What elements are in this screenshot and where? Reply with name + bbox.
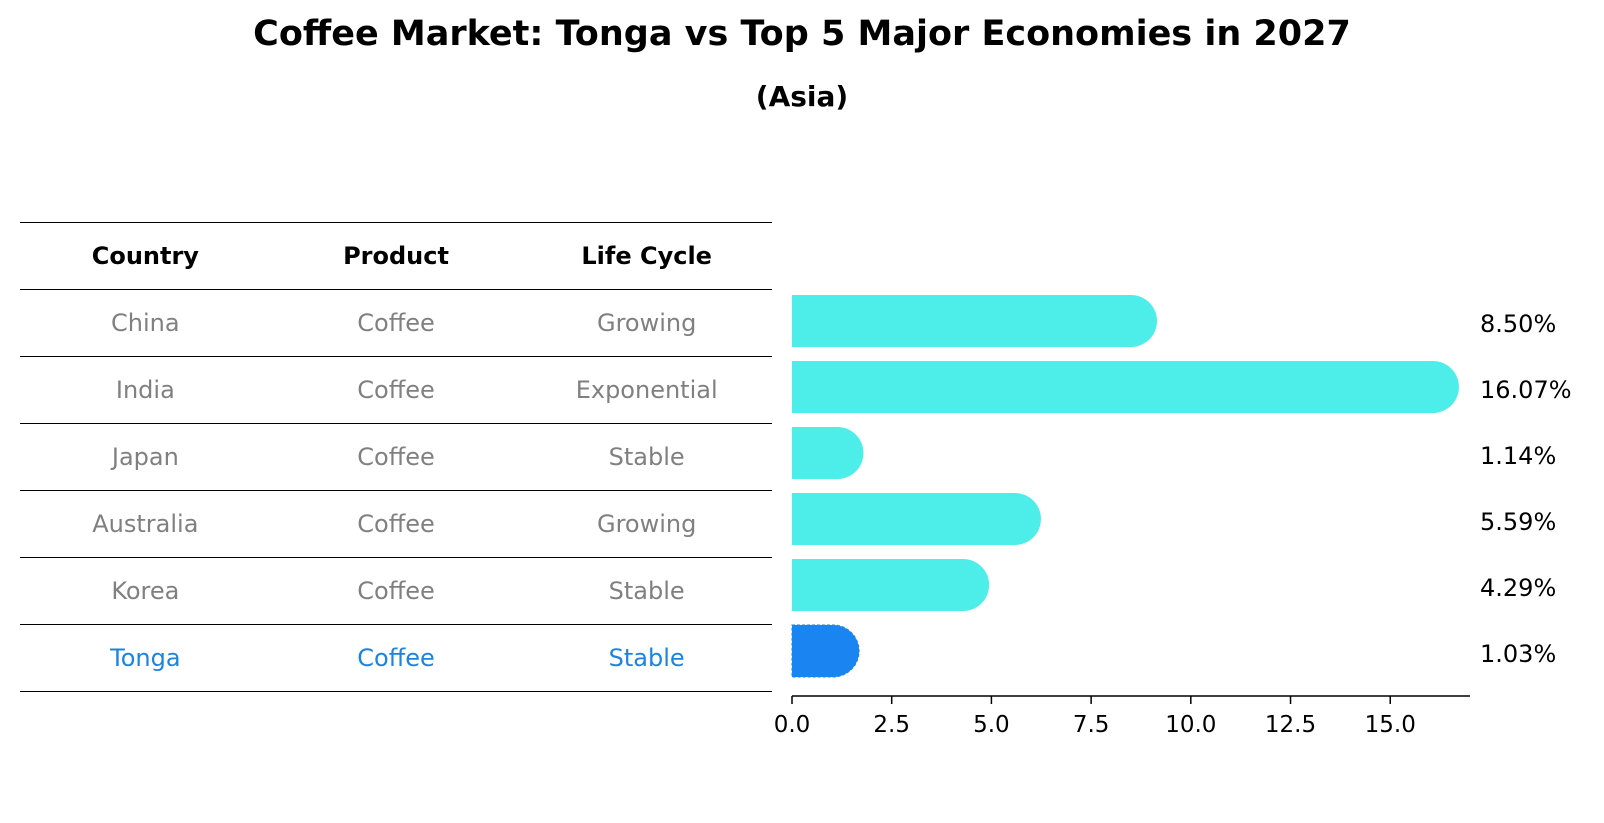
bar-japan: [792, 427, 864, 479]
cell-country: India: [115, 376, 175, 404]
x-tick-label: 0.0: [774, 712, 811, 738]
header-life-cycle: Life Cycle: [581, 242, 712, 270]
cell-life-cycle: Growing: [596, 309, 697, 337]
table-row: China Coffee Growing: [20, 290, 772, 357]
data-label: 16.07%: [1480, 376, 1572, 404]
bar-tonga: [791, 624, 860, 678]
x-tick-label: 12.5: [1265, 712, 1316, 738]
table-header-row: Country Product Life Cycle: [20, 222, 772, 290]
chart-subtitle: (Asia): [755, 80, 849, 113]
data-label: 1.14%: [1480, 442, 1556, 470]
cell-country: Japan: [111, 443, 179, 471]
x-tick-label: 7.5: [1073, 712, 1110, 738]
table-row: Australia Coffee Growing: [20, 491, 772, 558]
cell-life-cycle: Stable: [608, 577, 685, 605]
x-tick-label: 10.0: [1165, 712, 1216, 738]
table-row: Japan Coffee Stable: [20, 424, 772, 491]
bar-india: [792, 361, 1459, 413]
cell-life-cycle: Stable: [608, 644, 685, 672]
chart-title: Coffee Market: Tonga vs Top 5 Major Econ…: [253, 14, 1351, 54]
bar-korea: [792, 559, 990, 611]
table-row: Korea Coffee Stable: [20, 558, 772, 625]
x-tick-label: 2.5: [873, 712, 910, 738]
x-tick-label: 5.0: [973, 712, 1010, 738]
table-row-highlight: Tonga Coffee Stable: [20, 625, 772, 692]
cell-product: Coffee: [357, 443, 435, 471]
cell-country: Australia: [92, 510, 199, 538]
data-label: 5.59%: [1480, 508, 1556, 536]
cell-product: Coffee: [357, 644, 435, 672]
data-label: 1.03%: [1480, 640, 1556, 668]
cell-product: Coffee: [357, 309, 435, 337]
cell-product: Coffee: [357, 510, 435, 538]
cell-product: Coffee: [357, 577, 435, 605]
header-product: Product: [343, 242, 449, 270]
data-label: 8.50%: [1480, 310, 1556, 338]
cell-life-cycle: Exponential: [575, 376, 718, 404]
table-row: India Coffee Exponential: [20, 357, 772, 424]
cell-life-cycle: Growing: [596, 510, 697, 538]
cell-country: China: [111, 309, 180, 337]
cell-country: Korea: [111, 577, 180, 605]
bar-australia: [792, 493, 1041, 545]
x-tick-label: 15.0: [1365, 712, 1416, 738]
data-label: 4.29%: [1480, 574, 1556, 602]
cell-product: Coffee: [357, 376, 435, 404]
header-country: Country: [91, 242, 199, 270]
bar-china: [792, 295, 1157, 347]
cell-country: Tonga: [110, 644, 181, 672]
cell-life-cycle: Stable: [608, 443, 685, 471]
data-table: Country Product Life Cycle China Coffee …: [20, 222, 772, 692]
